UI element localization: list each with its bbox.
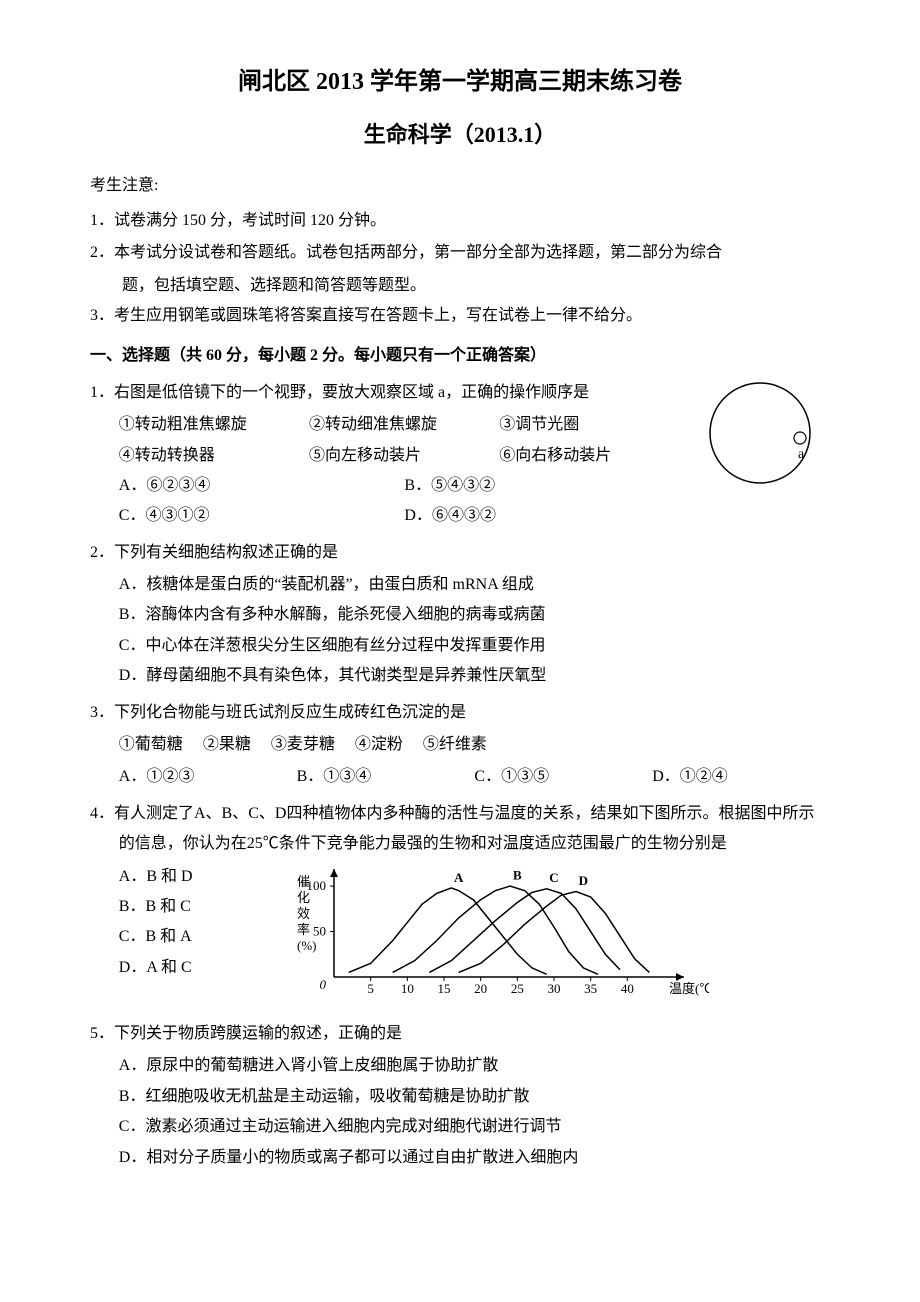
q3-item: ②果糖 (203, 736, 251, 753)
svg-text:化: 化 (297, 890, 310, 905)
svg-text:40: 40 (621, 981, 634, 996)
q3-stem: 3．下列化合物能与班氏试剂反应生成砖红色沉淀的是 (90, 698, 830, 728)
title-sub: 生命科学（2013.1） (90, 114, 830, 156)
q1-item: ⑥向右移动装片 (499, 441, 689, 471)
q1-item: ①转动粗准焦螺旋 (119, 410, 309, 440)
notice-header: 考生注意: (90, 171, 830, 201)
svg-text:催: 催 (297, 874, 310, 889)
notice-item-2: 2．本考试分设试卷和答题纸。试卷包括两部分，第一部分全部为选择题，第二部分为综合 (90, 238, 830, 268)
question-4: 4．有人测定了A、B、C、D四种植物体内多种酶的活性与温度的关系，结果如下图所示… (90, 799, 830, 1013)
q3-opt-c: C．①③⑤ (474, 762, 652, 792)
svg-text:率: 率 (297, 922, 310, 937)
section-header: 一、选择题（共 60 分，每小题 2 分。每小题只有一个正确答案） (90, 341, 830, 371)
q1-options-row1: A．⑥②③④ B．⑤④③② (90, 471, 690, 501)
q3-opt-d: D．①②④ (652, 762, 830, 792)
question-1: 1．右图是低倍镜下的一个视野，要放大观察区域 a，正确的操作顺序是 ①转动粗准焦… (90, 378, 830, 532)
svg-text:35: 35 (584, 981, 597, 996)
q1-items-row2: ④转动转换器 ⑤向左移动装片 ⑥向右移动装片 (90, 441, 690, 471)
q1-opt-c: C．④③①② (119, 501, 405, 531)
svg-text:30: 30 (547, 981, 560, 996)
question-5: 5．下列关于物质跨膜运输的叙述，正确的是 A．原尿中的葡萄糖进入肾小管上皮细胞属… (90, 1019, 830, 1173)
svg-text:20: 20 (474, 981, 487, 996)
q5-opt-a: A．原尿中的葡萄糖进入肾小管上皮细胞属于协助扩散 (119, 1051, 830, 1081)
svg-text:B: B (513, 867, 522, 882)
q3-item: ④淀粉 (355, 736, 403, 753)
svg-text:C: C (549, 870, 558, 885)
question-3: 3．下列化合物能与班氏试剂反应生成砖红色沉淀的是 ①葡萄糖 ②果糖 ③麦芽糖 ④… (90, 698, 830, 793)
q1-item: ②转动细准焦螺旋 (309, 410, 499, 440)
q4-opt-c: C．B 和 A (119, 922, 269, 952)
q3-opt-b: B．①③④ (297, 762, 475, 792)
q5-opt-b: B．红细胞吸收无机盐是主动运输，吸收葡萄糖是协助扩散 (119, 1082, 830, 1112)
q1-item: ④转动转换器 (119, 441, 309, 471)
q1-stem: 1．右图是低倍镜下的一个视野，要放大观察区域 a，正确的操作顺序是 (90, 378, 690, 408)
q3-opt-a: A．①②③ (119, 762, 297, 792)
q1-opt-a: A．⑥②③④ (119, 471, 405, 501)
q3-item: ⑤纤维素 (423, 736, 487, 753)
q2-opt-a: A．核糖体是蛋白质的“装配机器”，由蛋白质和 mRNA 组成 (119, 570, 830, 600)
q2-opt-d: D．酵母菌细胞不具有染色体，其代谢类型是异养兼性厌氧型 (119, 661, 830, 691)
q1-item: ⑤向左移动装片 (309, 441, 499, 471)
q1-items-row1: ①转动粗准焦螺旋 ②转动细准焦螺旋 ③调节光圈 (90, 410, 690, 440)
svg-text:A: A (454, 870, 464, 885)
microscope-field-diagram: a (700, 378, 830, 488)
q3-item: ③麦芽糖 (271, 736, 335, 753)
q5-opt-c: C．激素必须通过主动运输进入细胞内完成对细胞代谢进行调节 (119, 1112, 830, 1142)
q4-opt-b: B．B 和 C (119, 892, 269, 922)
svg-text:D: D (578, 872, 587, 887)
svg-text:0: 0 (319, 977, 326, 992)
title-main: 闸北区 2013 学年第一学期高三期末练习卷 (90, 60, 830, 106)
q3-item: ①葡萄糖 (119, 736, 183, 753)
q4-opt-a: A．B 和 D (119, 862, 269, 892)
region-a-label: a (798, 447, 805, 462)
svg-text:15: 15 (437, 981, 450, 996)
q1-opt-b: B．⑤④③② (404, 471, 690, 501)
q2-opt-b: B．溶酶体内含有多种水解酶，能杀死侵入细胞的病毒或病菌 (119, 600, 830, 630)
q4-stem: 4．有人测定了A、B、C、D四种植物体内多种酶的活性与温度的关系，结果如下图所示… (90, 799, 830, 860)
q5-stem: 5．下列关于物质跨膜运输的叙述，正确的是 (90, 1019, 830, 1049)
svg-text:温度(℃): 温度(℃) (669, 981, 709, 996)
notice-item-1: 1．试卷满分 150 分，考试时间 120 分钟。 (90, 206, 830, 236)
q2-opt-c: C．中心体在洋葱根尖分生区细胞有丝分过程中发挥重要作用 (119, 631, 830, 661)
enzyme-activity-chart: 501005101520253035400催化效率(%)温度(℃)ABCD (279, 862, 709, 1002)
q1-item: ③调节光圈 (499, 410, 689, 440)
notice-item-3: 3．考生应用钢笔或圆珠笔将答案直接写在答题卡上，写在试卷上一律不给分。 (90, 301, 830, 331)
q1-opt-d: D．⑥④③② (404, 501, 690, 531)
svg-text:效: 效 (297, 906, 310, 921)
q3-items: ①葡萄糖 ②果糖 ③麦芽糖 ④淀粉 ⑤纤维素 (90, 730, 830, 760)
notice-item-2b: 题，包括填空题、选择题和简答题等题型。 (122, 271, 830, 301)
q5-opt-d: D．相对分子质量小的物质或离子都可以通过自由扩散进入细胞内 (119, 1143, 830, 1173)
svg-text:(%): (%) (297, 938, 317, 953)
svg-text:10: 10 (401, 981, 414, 996)
q3-options: A．①②③ B．①③④ C．①③⑤ D．①②④ (90, 762, 830, 792)
q1-options-row2: C．④③①② D．⑥④③② (90, 501, 690, 531)
question-2: 2．下列有关细胞结构叙述正确的是 A．核糖体是蛋白质的“装配机器”，由蛋白质和 … (90, 538, 830, 692)
q2-stem: 2．下列有关细胞结构叙述正确的是 (90, 538, 830, 568)
q4-opt-d: D．A 和 C (119, 953, 269, 983)
svg-text:25: 25 (511, 981, 524, 996)
svg-text:50: 50 (313, 923, 326, 938)
svg-text:5: 5 (367, 981, 374, 996)
